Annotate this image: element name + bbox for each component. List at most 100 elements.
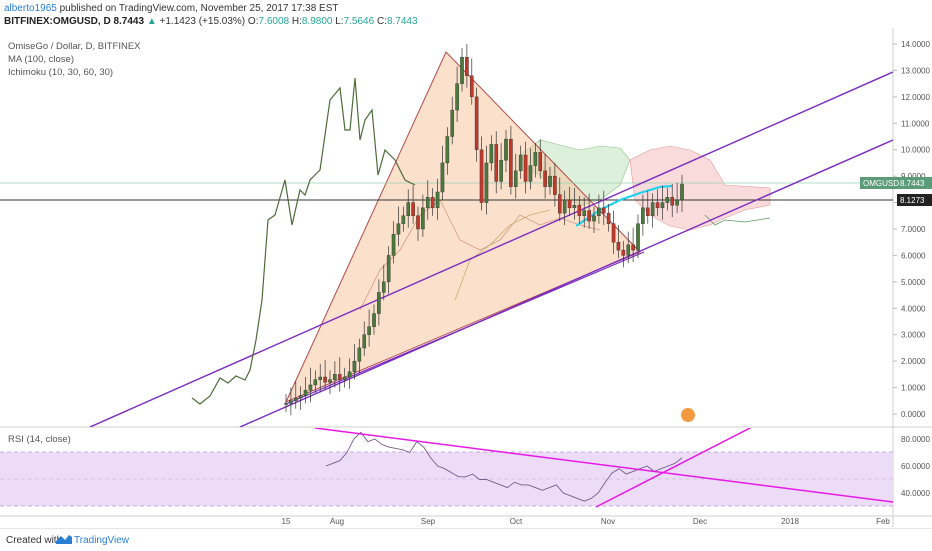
tradingview-logo-icon[interactable] bbox=[56, 534, 72, 548]
candle bbox=[323, 359, 327, 391]
candle bbox=[509, 125, 513, 195]
candle bbox=[621, 240, 626, 268]
last-price: 8.7443 bbox=[113, 16, 145, 27]
candle bbox=[298, 386, 303, 411]
candle bbox=[337, 357, 342, 392]
candle bbox=[391, 221, 396, 264]
candle bbox=[553, 162, 557, 207]
candle bbox=[655, 189, 660, 216]
price-axis-tick-label: 9.0000 bbox=[901, 172, 926, 181]
candle bbox=[582, 197, 587, 228]
candle bbox=[460, 47, 464, 92]
price-chart[interactable]: 14.0000 13.0000 12.0000 11.0000 10.0000 9.000… bbox=[0, 0, 932, 528]
candle bbox=[499, 143, 503, 190]
tradingview-link[interactable]: TradingView bbox=[74, 535, 130, 546]
candle bbox=[474, 87, 479, 162]
candle bbox=[601, 190, 606, 226]
candle bbox=[318, 363, 323, 392]
candle bbox=[386, 246, 391, 294]
author-link[interactable]: alberto1965 bbox=[4, 3, 57, 14]
tv-watermark-icon bbox=[681, 408, 695, 422]
candle bbox=[489, 135, 494, 171]
candle bbox=[352, 343, 357, 380]
up-arrow-icon: ▲ bbox=[146, 16, 157, 27]
price-axis: 14.0000 13.0000 12.0000 11.0000 10.0000 9.000… bbox=[893, 40, 930, 419]
rsi-legend[interactable]: RSI (14, close) bbox=[8, 434, 71, 445]
candle bbox=[396, 206, 401, 247]
rsi-axis-tick-label: 60.0000 bbox=[901, 462, 930, 471]
candle bbox=[484, 145, 489, 215]
candle bbox=[494, 131, 499, 194]
candle bbox=[631, 227, 635, 263]
candle bbox=[406, 189, 411, 228]
candle bbox=[538, 139, 543, 179]
candle bbox=[513, 153, 518, 199]
candle bbox=[362, 321, 367, 356]
price-axis-tick-label: 14.0000 bbox=[901, 40, 930, 49]
candle bbox=[284, 394, 288, 412]
price-axis-tick-label: 1.0000 bbox=[901, 384, 926, 393]
candle bbox=[636, 214, 640, 259]
price-axis-tick-label: 7.0000 bbox=[901, 225, 926, 234]
candle bbox=[342, 367, 347, 388]
rsi-axis-tick-label: 80.0000 bbox=[901, 435, 930, 444]
candle bbox=[347, 358, 352, 389]
candle bbox=[293, 380, 298, 409]
candle bbox=[597, 194, 601, 224]
candle bbox=[465, 44, 469, 88]
candle bbox=[650, 193, 655, 228]
candle bbox=[611, 210, 616, 255]
candlestick-series bbox=[284, 44, 684, 416]
price-axis-tick-label: 5.0000 bbox=[901, 278, 926, 287]
time-axis-tick-label: 2018 bbox=[781, 517, 799, 526]
time-axis-tick-label: 15 bbox=[282, 517, 291, 526]
ma-legend[interactable]: MA (100, close) bbox=[8, 54, 74, 65]
candle bbox=[504, 129, 508, 173]
high-label: H: bbox=[291, 16, 302, 27]
price-change: +1.1423 (+15.03%) bbox=[159, 16, 246, 27]
candle bbox=[367, 309, 371, 347]
candle bbox=[416, 206, 420, 241]
candle bbox=[680, 174, 684, 212]
candle bbox=[592, 206, 596, 233]
candle bbox=[670, 184, 675, 218]
ichimoku-legend[interactable]: Ichimoku (10, 30, 60, 30) bbox=[8, 67, 114, 78]
price-axis-tick-label: 10.0000 bbox=[901, 146, 930, 155]
low-label: L: bbox=[335, 16, 344, 27]
time-axis: 15 Aug Sep Oct Nov Dec 2018 Feb bbox=[282, 517, 891, 526]
rsi-axis-tick-label: 40.0000 bbox=[901, 489, 930, 498]
price-tag-symbol: OMGUSD bbox=[863, 179, 899, 188]
time-axis-tick-label: Nov bbox=[601, 517, 615, 526]
candle bbox=[572, 188, 577, 220]
open-value: 7.6008 bbox=[258, 16, 290, 27]
candle bbox=[333, 361, 337, 388]
published-text: published on TradingView.com, November 2… bbox=[56, 3, 339, 14]
candle bbox=[450, 96, 455, 145]
candle bbox=[440, 145, 445, 200]
candle bbox=[606, 203, 611, 232]
price-axis-tick-label: 0.0000 bbox=[901, 410, 926, 419]
candle bbox=[381, 264, 386, 301]
time-axis-tick-label: Dec bbox=[693, 517, 707, 526]
ichimoku-span-line bbox=[704, 214, 771, 226]
price-axis-tick-label: 12.0000 bbox=[901, 93, 930, 102]
candle bbox=[587, 193, 591, 229]
candle bbox=[626, 231, 631, 264]
candle bbox=[562, 190, 567, 226]
rsi-uptrend-line bbox=[595, 428, 752, 508]
price-tag-value: 8.7443 bbox=[900, 179, 925, 188]
candle bbox=[401, 206, 406, 232]
low-value: 7.5646 bbox=[343, 16, 375, 27]
candle bbox=[567, 186, 572, 216]
candle bbox=[469, 58, 474, 105]
rsi-downtrend-line bbox=[314, 428, 893, 503]
close-label: C: bbox=[376, 16, 387, 27]
candle bbox=[660, 185, 665, 220]
candle bbox=[445, 127, 450, 175]
cyan-trend-line bbox=[575, 184, 673, 227]
ma-line bbox=[191, 77, 416, 405]
candle bbox=[577, 195, 582, 224]
price-axis-tick-label: 4.0000 bbox=[901, 304, 926, 313]
footer: Created with TradingView bbox=[0, 528, 932, 551]
candle bbox=[533, 143, 538, 178]
